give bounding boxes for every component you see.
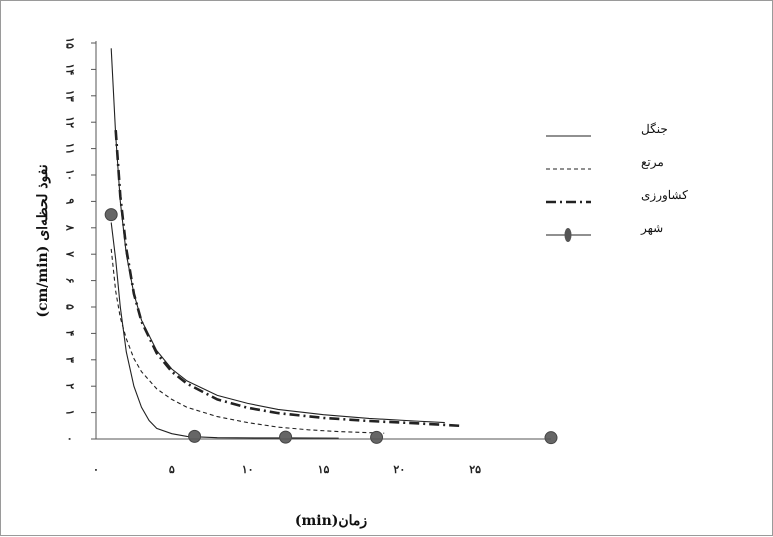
series-marker — [370, 430, 384, 444]
y-tick-label: ۳ — [64, 357, 77, 363]
legend-marker — [564, 228, 572, 242]
x-tick-label: ۱۰ — [242, 463, 254, 476]
y-tick-label: ۱۴ — [64, 63, 77, 75]
y-tick-label: ۸ — [64, 224, 77, 231]
series-line-2 — [110, 248, 385, 434]
series-line-1 — [110, 48, 445, 424]
legend-label-1: جنگل — [641, 122, 668, 136]
x-axis-title: زمان(min) — [295, 513, 368, 529]
y-tick-label: ۱۱ — [64, 143, 77, 155]
y-tick-label: ۷ — [63, 250, 76, 257]
series-marker — [544, 431, 558, 445]
legend-label-2: مرتع — [641, 155, 664, 169]
x-tick-label: ۲۵ — [469, 463, 481, 476]
legend: جنگل مرتع کشاورزی شهر — [546, 122, 688, 242]
y-tick-label: ۱۵ — [64, 37, 77, 49]
series-layer — [110, 48, 461, 439]
series-marker — [188, 429, 202, 443]
y-tick-label: ۱۰ — [64, 169, 77, 181]
y-tick-label: ۰ — [64, 436, 77, 442]
y-axis-title: نفوذ لحظه‌ای (cm/min) — [35, 164, 51, 317]
x-tick-label: ۲۰ — [393, 463, 405, 476]
legend-label-3: کشاورزی — [641, 188, 688, 202]
series-line-4 — [110, 222, 339, 439]
y-tick-label: ۱ — [64, 410, 77, 416]
legend-label-4: شهر — [640, 221, 663, 235]
x-tick-label: ۱۵ — [318, 463, 330, 476]
y-tick-label: ۹ — [64, 198, 77, 204]
y-tick-label: ۴ — [64, 330, 77, 336]
y-tick-label: ۱۲ — [64, 116, 77, 128]
y-tick-label: ۱۳ — [64, 90, 77, 102]
x-axis-ticks: ۰ ۵ ۱۰ ۱۵ ۲۰ ۲۵ — [93, 463, 481, 476]
y-tick-label: ۲ — [64, 383, 77, 389]
y-tick-label: ۵ — [64, 304, 77, 310]
series-marker — [104, 208, 118, 222]
series-line-3 — [114, 130, 461, 428]
markers-layer — [104, 208, 558, 445]
x-tick-label: ۰ — [93, 463, 99, 476]
x-tick-label: ۵ — [169, 463, 175, 476]
y-tick-label: ۶ — [64, 278, 77, 284]
series-marker — [279, 430, 293, 444]
